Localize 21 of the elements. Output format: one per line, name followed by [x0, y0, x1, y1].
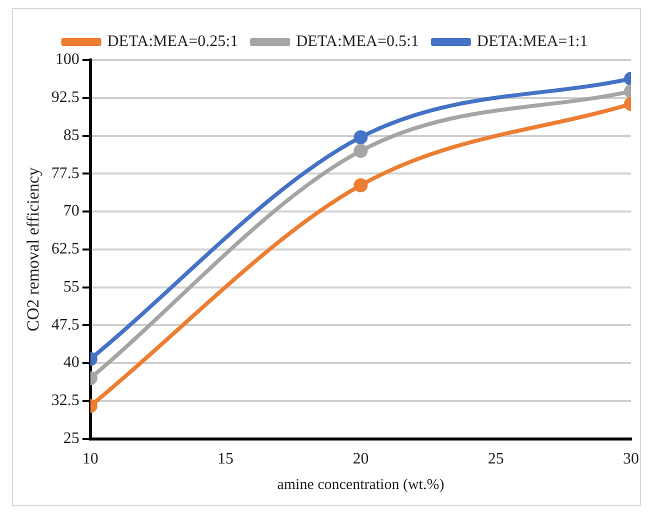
legend-label: DETA:MEA=0.5:1: [296, 33, 419, 50]
y-tick-label: 77.5: [51, 164, 80, 182]
y-tick-label: 70: [63, 202, 80, 220]
y-tick-label: 85: [63, 126, 80, 144]
y-tick-label: 32.5: [51, 392, 80, 410]
legend-label: DETA:MEA=0.25:1: [107, 33, 238, 50]
y-tick-label: 25: [63, 430, 80, 448]
y-tick-label: 62.5: [51, 240, 80, 258]
y-tick-label: 92.5: [51, 89, 80, 106]
y-tick-label: 40: [63, 354, 80, 372]
legend-label: DETA:MEA=1:1: [476, 33, 588, 50]
x-tick-label: 20: [352, 450, 369, 468]
x-axis-title: amine concentration (wt.%): [277, 476, 444, 493]
x-tick-label: 10: [82, 450, 98, 468]
x-tick-label: 25: [488, 450, 504, 468]
y-axis-title: CO2 removal efficiency: [24, 166, 43, 332]
x-tick-label: 30: [623, 450, 639, 468]
y-tick-label: 55: [63, 278, 80, 296]
y-tick-label: 100: [55, 51, 80, 68]
x-tick-label: 15: [218, 450, 234, 468]
y-tick-label: 47.5: [51, 316, 80, 334]
